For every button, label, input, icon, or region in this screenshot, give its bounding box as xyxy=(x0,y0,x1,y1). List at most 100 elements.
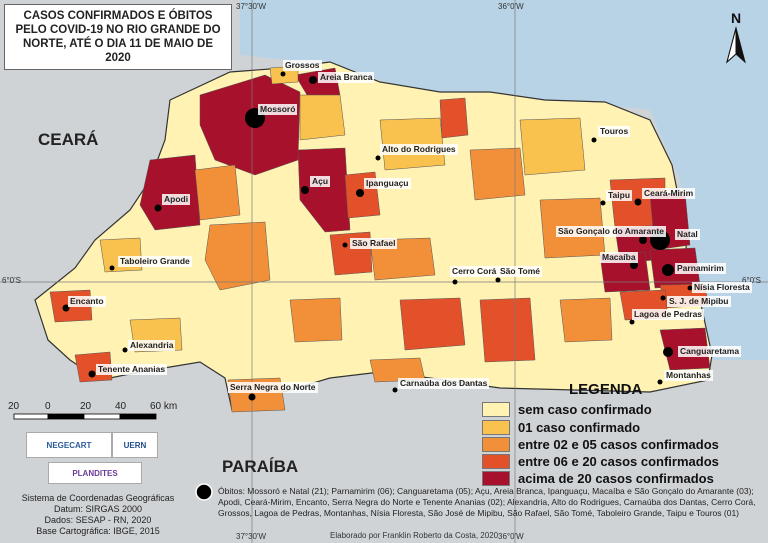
death-marker-sao-rafael xyxy=(342,242,348,248)
legend-item-4: acima de 20 casos confirmados xyxy=(482,471,714,486)
death-marker-serra-negra xyxy=(248,393,256,401)
legend-swatch xyxy=(482,402,510,417)
coord-left-lat: 6°0'S xyxy=(2,276,21,285)
footer-line-datum: Datum: SIRGAS 2000 xyxy=(53,504,143,514)
footer-info: Sistema de Coordenadas Geográficas Datum… xyxy=(8,493,188,537)
death-marker-cerro-cora xyxy=(452,279,458,285)
city-label-parnamirim: Parnamirim xyxy=(675,263,726,274)
plandites-logo: PLANDITES xyxy=(48,462,142,484)
city-label-acu: Açu xyxy=(310,176,331,187)
death-marker-apodi xyxy=(154,204,162,212)
municipality-orange-10 xyxy=(289,297,343,343)
city-label-ceara-mirim: Ceará-Mirim xyxy=(642,188,696,199)
municipality-orange-3 xyxy=(204,221,271,291)
municipality-orange-11 xyxy=(559,297,613,343)
death-marker-carnauba xyxy=(392,387,398,393)
city-label-ipanguacu: Ipanguaçu xyxy=(364,178,411,189)
negecart-logo: NEGECART xyxy=(26,432,112,458)
city-label-taboleiro: Taboleiro Grande xyxy=(118,256,192,267)
death-marker-acu xyxy=(301,186,309,194)
north-arrow xyxy=(726,26,746,64)
scale-tick-4: 60 km xyxy=(150,401,178,412)
city-label-apodi: Apodi xyxy=(162,194,191,205)
death-marker-tenente-ananias xyxy=(88,370,96,378)
legend-swatch xyxy=(482,471,510,486)
municipality-apodi xyxy=(139,154,201,231)
city-label-carnauba: Carnaúba dos Dantas xyxy=(398,378,490,389)
legend-swatch xyxy=(482,437,510,452)
municipality-yellow-2 xyxy=(519,117,586,176)
footer-line-cartographic-base: Base Cartográfica: IBGE, 2015 xyxy=(36,526,160,536)
city-label-lagoa-pedras: Lagoa de Pedras xyxy=(632,309,705,320)
sea-area xyxy=(240,0,768,360)
footer-line-coordinate-system: Sistema de Coordenadas Geográficas xyxy=(21,493,175,503)
legend-item-2: entre 02 e 05 casos confirmados xyxy=(482,437,719,452)
municipality-orange-5 xyxy=(469,147,526,201)
municipality-orange-2 xyxy=(194,164,241,221)
legend-item-0: sem caso confirmado xyxy=(482,402,652,417)
municipality-red-small xyxy=(439,97,469,139)
obitos-legend-dot xyxy=(195,483,213,501)
city-label-sjmipibu: S. J. de Mipibu xyxy=(667,296,731,307)
city-label-tenente-ananias: Tenente Ananias xyxy=(96,364,168,375)
death-marker-alto-rodrigues xyxy=(375,155,381,161)
city-label-areia-branca: Areia Branca xyxy=(318,72,375,83)
city-label-canguaretama: Canguaretama xyxy=(678,346,742,357)
legend-label: sem caso confirmado xyxy=(518,402,652,417)
footer-line-data: Dados: SESAP - RN, 2020 xyxy=(44,515,152,525)
coord-bottom-left: 37°30'W xyxy=(236,532,267,541)
legend-label: entre 06 e 20 casos confirmados xyxy=(518,454,719,469)
death-marker-macaiba xyxy=(630,261,638,269)
legend-item-1: 01 caso confirmado xyxy=(482,420,640,435)
city-label-grossos: Grossos xyxy=(283,60,322,71)
city-label-sao-rafael: São Rafael xyxy=(350,238,398,249)
municipality-orange-1 xyxy=(299,94,346,141)
legend-title: LEGENDA xyxy=(569,381,643,398)
map-title: CASOS CONFIRMADOS E ÓBITOS PELO COVID-19… xyxy=(4,4,232,70)
coord-top-left: 37°30'W xyxy=(236,2,267,11)
scale-tick-0: 20 xyxy=(8,401,20,412)
coord-right-lat: 6°0'S xyxy=(742,276,761,285)
municipality-orange-7 xyxy=(399,297,466,351)
credit-text: Elaborado por Franklin Roberto da Costa,… xyxy=(330,531,499,540)
death-marker-ceara-mirim xyxy=(634,198,642,206)
death-marker-sao-goncalo xyxy=(639,236,647,244)
city-label-macaiba: Macaíba xyxy=(600,252,638,263)
death-marker-encanto xyxy=(62,304,70,312)
legend-swatch xyxy=(482,420,510,435)
city-label-serra-negra: Serra Negra do Norte xyxy=(228,382,318,393)
death-marker-nisia xyxy=(687,285,693,291)
city-label-taipu: Taipu xyxy=(606,190,633,201)
label-ceara: CEARÁ xyxy=(38,130,99,149)
death-marker-areia-branca xyxy=(309,76,317,84)
death-marker-sjmipibu xyxy=(660,295,666,301)
city-label-cerro-cora: Cerro Corá xyxy=(450,266,499,277)
death-marker-canguaretama xyxy=(663,347,673,357)
city-label-alto-rodrigues: Alto do Rodrigues xyxy=(380,144,458,155)
city-label-natal: Natal xyxy=(675,229,700,240)
city-label-alexandria: Alexandria xyxy=(128,340,176,351)
scale-tick-3: 40 xyxy=(115,401,127,412)
death-marker-taboleiro xyxy=(109,265,115,271)
scale-tick-2: 20 xyxy=(80,401,92,412)
city-label-sao-goncalo: São Gonçalo do Amarante xyxy=(556,226,666,237)
city-label-montanhas: Montanhas xyxy=(664,370,713,381)
legend-label: acima de 20 casos confirmados xyxy=(518,471,714,486)
legend-swatch xyxy=(482,454,510,469)
north-label: N xyxy=(730,10,742,26)
scale-bar xyxy=(13,413,157,420)
legend-label: entre 02 e 05 casos confirmados xyxy=(518,437,719,452)
city-label-encanto: Encanto xyxy=(68,296,106,307)
coord-top-right: 36°0'W xyxy=(498,2,524,11)
coord-bottom-right: 36°0'W xyxy=(498,532,524,541)
uern-logo: UERN xyxy=(112,432,158,458)
death-marker-ipanguacu xyxy=(356,189,364,197)
scale-tick-1: 0 xyxy=(45,401,51,412)
death-marker-touros xyxy=(591,137,597,143)
municipality-acu xyxy=(297,147,351,233)
city-label-mossoro: Mossoró xyxy=(258,104,298,115)
municipality-orange-8 xyxy=(479,297,536,363)
city-label-nisia: Nísia Floresta xyxy=(692,282,752,293)
